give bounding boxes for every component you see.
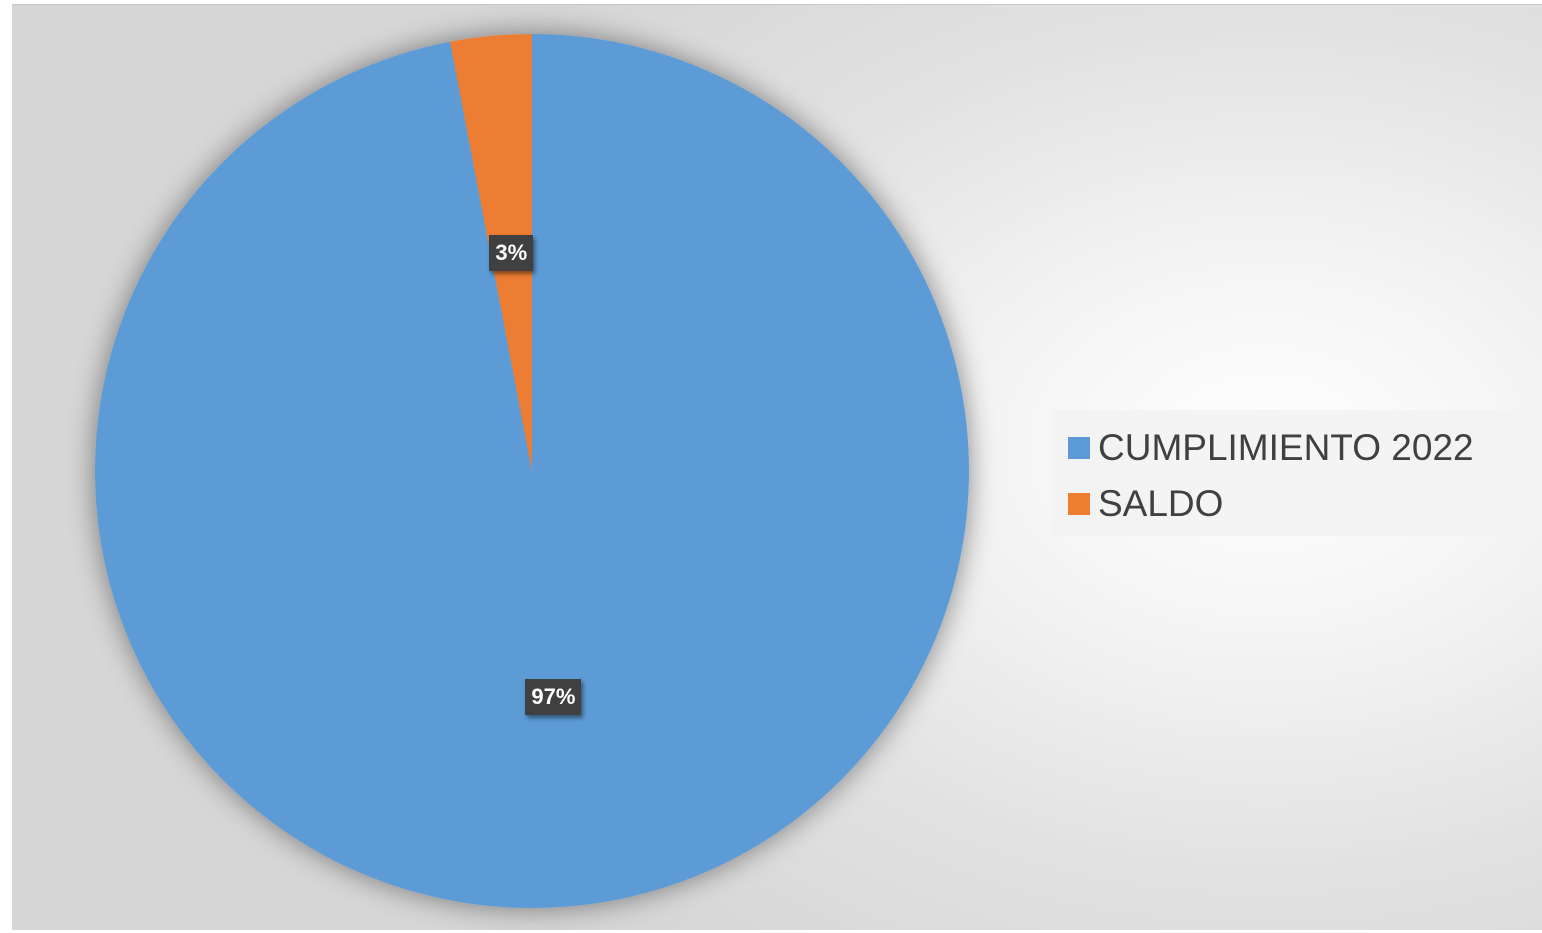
pie-slices — [94, 34, 969, 909]
legend-swatch-saldo — [1068, 493, 1090, 515]
legend-label-saldo: SALDO — [1098, 483, 1224, 524]
chart-area: 97% 3% CUMPLIMIENTO 2022 SALDO — [12, 4, 1542, 930]
data-label-saldo: 3% — [489, 235, 534, 272]
legend-item-cumplimiento: CUMPLIMIENTO 2022 — [1068, 420, 1542, 476]
data-label-cumplimiento: 97% — [525, 679, 582, 716]
legend-item-saldo: SALDO — [1068, 476, 1542, 532]
legend-label-cumplimiento: CUMPLIMIENTO 2022 — [1098, 427, 1474, 468]
legend-swatch-cumplimiento — [1068, 437, 1090, 459]
legend: CUMPLIMIENTO 2022 SALDO — [1052, 410, 1542, 536]
pie-slice-cumplimiento-2022 — [94, 34, 969, 909]
